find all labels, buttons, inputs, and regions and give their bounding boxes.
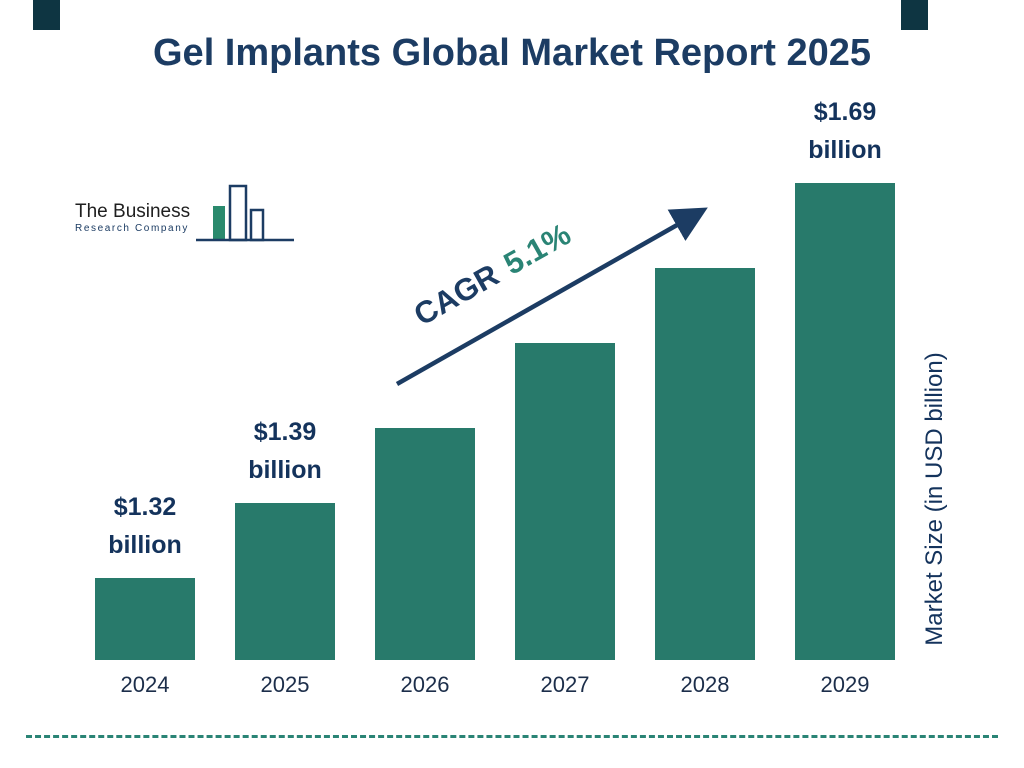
bar-2025	[235, 503, 335, 660]
trend-arrow	[382, 186, 722, 401]
bar-2026	[375, 428, 475, 660]
y-axis-label: Market Size (in USD billion)	[921, 352, 948, 646]
corner-decoration-left	[33, 0, 60, 30]
x-tick-label-2025: 2025	[260, 672, 310, 697]
logo-name-bottom: Research Company	[75, 223, 189, 234]
corner-decoration-right	[901, 0, 928, 30]
value-label-2029: $1.69 billion	[808, 93, 882, 169]
x-tick-label-2024: 2024	[120, 672, 170, 697]
value-label-2024: $1.32 billion	[108, 488, 182, 564]
value-unit: billion	[808, 136, 882, 164]
bar-chart: $1.32 billion 2024 $1.39 billion 2025 20…	[95, 93, 895, 697]
company-logo: The Business Research Company	[75, 182, 296, 248]
x-tick-label-2027: 2027	[540, 672, 590, 697]
x-tick-label-2026: 2026	[400, 672, 450, 697]
bar-chart-logo-icon	[196, 184, 295, 242]
bar-group-2027: 2027	[515, 343, 615, 697]
bar-2024	[95, 578, 195, 660]
x-tick-label-2029: 2029	[820, 672, 870, 697]
bar-group-2025: $1.39 billion 2025	[235, 413, 335, 697]
bar-2027	[515, 343, 615, 660]
bar-group-2029: $1.69 billion 2029	[795, 93, 895, 697]
bar-group-2026: 2026	[375, 428, 475, 697]
value-amount: $1.39	[253, 418, 317, 446]
value-label-2025: $1.39 billion	[248, 413, 322, 489]
value-unit: billion	[248, 456, 322, 484]
trend-arrow-icon	[395, 207, 708, 386]
bar-group-2024: $1.32 billion 2024	[95, 488, 195, 697]
logo-name-top: The Business	[75, 201, 191, 222]
x-tick-label-2028: 2028	[680, 672, 730, 697]
bar-2028	[655, 268, 755, 660]
bar-group-2028: 2028	[655, 268, 755, 697]
bar-2029	[795, 183, 895, 660]
page-title: Gel Implants Global Market Report 2025	[153, 32, 871, 74]
value-amount: $1.69	[813, 98, 877, 126]
value-unit: billion	[108, 531, 182, 559]
company-logo-text: The Business Research Company	[75, 201, 190, 248]
bottom-dashed-divider	[26, 735, 998, 738]
value-amount: $1.32	[113, 493, 177, 521]
